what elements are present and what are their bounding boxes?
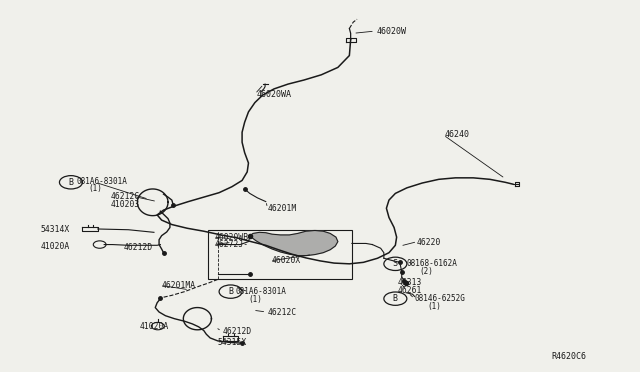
Text: 46020WA: 46020WA <box>256 90 291 99</box>
Text: S: S <box>393 259 398 268</box>
Text: 46313: 46313 <box>398 278 422 287</box>
Text: 54315X: 54315X <box>218 338 247 347</box>
Text: 41020A: 41020A <box>140 321 169 331</box>
Text: B: B <box>228 287 233 296</box>
Text: 46220: 46220 <box>417 238 442 247</box>
Text: 46212C: 46212C <box>268 308 297 317</box>
Text: 081A6-8301A: 081A6-8301A <box>236 287 287 296</box>
Text: 46212C: 46212C <box>111 192 140 201</box>
Text: 46212D: 46212D <box>124 243 152 251</box>
Text: 081A6-8301A: 081A6-8301A <box>76 177 127 186</box>
Text: B: B <box>393 294 398 303</box>
Text: 46201M: 46201M <box>268 204 297 213</box>
Text: (1): (1) <box>89 185 102 193</box>
Text: (1): (1) <box>428 302 441 311</box>
Text: 46272J-: 46272J- <box>214 240 249 249</box>
Text: 46020W: 46020W <box>376 26 406 36</box>
Text: 46240: 46240 <box>445 130 470 140</box>
Text: 410203: 410203 <box>111 200 140 209</box>
Text: R4620C6: R4620C6 <box>551 352 586 361</box>
Text: (1): (1) <box>248 295 262 304</box>
Text: 46020X: 46020X <box>272 256 301 265</box>
Text: B: B <box>68 178 74 187</box>
Text: 54314X: 54314X <box>40 225 70 234</box>
Bar <box>208 231 352 279</box>
Text: 08168-6162A: 08168-6162A <box>406 259 457 268</box>
Polygon shape <box>250 231 338 256</box>
Text: 08146-6252G: 08146-6252G <box>415 294 465 303</box>
Text: 46261: 46261 <box>398 286 422 295</box>
Text: 46020WB: 46020WB <box>214 232 249 242</box>
Text: (2): (2) <box>419 267 433 276</box>
Text: 41020A: 41020A <box>40 241 70 250</box>
Text: 46212D: 46212D <box>223 327 252 336</box>
Text: 46201MA: 46201MA <box>162 281 196 290</box>
